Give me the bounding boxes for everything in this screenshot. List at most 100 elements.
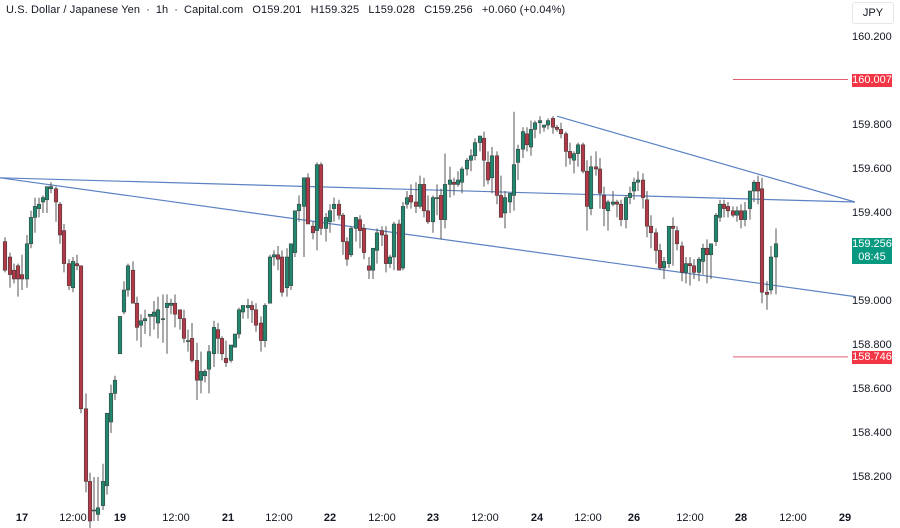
candle-body (610, 201, 616, 205)
candle-body (112, 379, 118, 394)
candle-body (653, 232, 659, 251)
price-tick-label: 159.000 (852, 295, 892, 307)
candle-body (147, 313, 153, 317)
chart-header: U.S. Dollar / Japanese Yen · 1h · Capital.co… (6, 4, 571, 16)
candle-body (396, 223, 402, 271)
candle-body (181, 318, 187, 339)
time-tick-label: 26 (627, 512, 641, 524)
candle-body (644, 199, 650, 227)
candle-body (117, 316, 123, 355)
candle-body (314, 164, 320, 231)
candle-body (507, 192, 513, 203)
candle-body (674, 230, 680, 245)
candle-body (537, 120, 543, 124)
currency-selector[interactable]: JPY (852, 2, 894, 24)
candle-body (597, 168, 603, 194)
candle-body (567, 151, 573, 159)
support-price-tag: 158.746 (852, 351, 892, 364)
candle-body (336, 203, 342, 216)
price-tick-label: 158.400 (852, 427, 892, 439)
candle-body (271, 254, 277, 258)
candle-body (713, 214, 719, 242)
time-tick-label: 12:00 (59, 512, 87, 524)
separator: · (174, 4, 179, 16)
symbol-name[interactable]: U.S. Dollar / Japanese Yen (6, 4, 141, 16)
candle-body (108, 393, 114, 423)
candle-body (206, 351, 212, 370)
candle-body (468, 155, 474, 161)
candle-body (151, 311, 157, 317)
candle-body (768, 256, 774, 291)
candle-body (391, 223, 397, 258)
candle-body (2, 241, 8, 271)
candle-body (379, 230, 385, 236)
candle-body (704, 247, 710, 256)
data-source: Capital.com (184, 4, 244, 16)
candle-body (670, 225, 676, 229)
candle-body (742, 210, 748, 220)
candle-body (296, 203, 302, 212)
candle-body (515, 148, 521, 163)
candle-body (751, 181, 757, 192)
candle-body (194, 360, 200, 381)
candle-body (747, 190, 753, 209)
candle-body (340, 214, 346, 242)
candle-body (83, 408, 89, 482)
candle-body (228, 344, 234, 361)
candle-body (430, 197, 436, 223)
candle-body (614, 201, 620, 205)
candle-body (725, 206, 731, 212)
candle-body (253, 309, 259, 326)
time-tick-label: 12:00 (574, 512, 602, 524)
candle-body (44, 186, 50, 201)
candle-body (661, 261, 667, 269)
candle-body (730, 210, 736, 216)
candle-body (327, 210, 333, 223)
candle-body (348, 228, 354, 256)
candle-body (434, 197, 440, 199)
candle-body (168, 302, 174, 306)
candle-body (155, 309, 161, 324)
interval[interactable]: 1h (155, 4, 169, 16)
candle-body (417, 184, 423, 207)
candle-body (459, 168, 465, 183)
candle-body (721, 203, 727, 209)
candle-body (15, 265, 21, 280)
price-tick-label: 158.200 (852, 471, 892, 483)
candle-body (494, 155, 500, 196)
current-price-tag: 159.256 08:45 (852, 238, 892, 264)
candle-body (532, 122, 538, 130)
candle-body (580, 144, 586, 172)
candle-body (142, 318, 148, 322)
price-tick-label: 160.200 (852, 31, 892, 43)
candle-body (70, 261, 76, 289)
candle-body (262, 305, 268, 341)
candle-body (502, 197, 508, 214)
candle-body (696, 258, 702, 273)
candle-body (130, 269, 136, 304)
candle-body (666, 225, 672, 264)
candle-body (442, 184, 448, 220)
candle-body (353, 217, 359, 229)
bar-countdown: 08:45 (858, 251, 886, 263)
price-tick-label: 158.800 (852, 339, 892, 351)
trendline (0, 177, 856, 203)
candle-body (738, 210, 744, 220)
candle-body (648, 225, 654, 234)
candle-body (571, 153, 577, 161)
time-tick-label: 24 (530, 512, 544, 524)
candle-body (498, 195, 504, 218)
candle-body (408, 195, 414, 203)
ohlc-open: O159.201 (252, 4, 302, 16)
candle-body (687, 263, 693, 267)
candle-body (134, 302, 140, 328)
candle-body (601, 195, 607, 209)
candle-body (19, 274, 25, 280)
candle-body (679, 245, 685, 273)
price-tick-label: 159.800 (852, 119, 892, 131)
candle-body (545, 120, 551, 126)
candle-body (121, 289, 127, 313)
candle-body (374, 232, 380, 251)
